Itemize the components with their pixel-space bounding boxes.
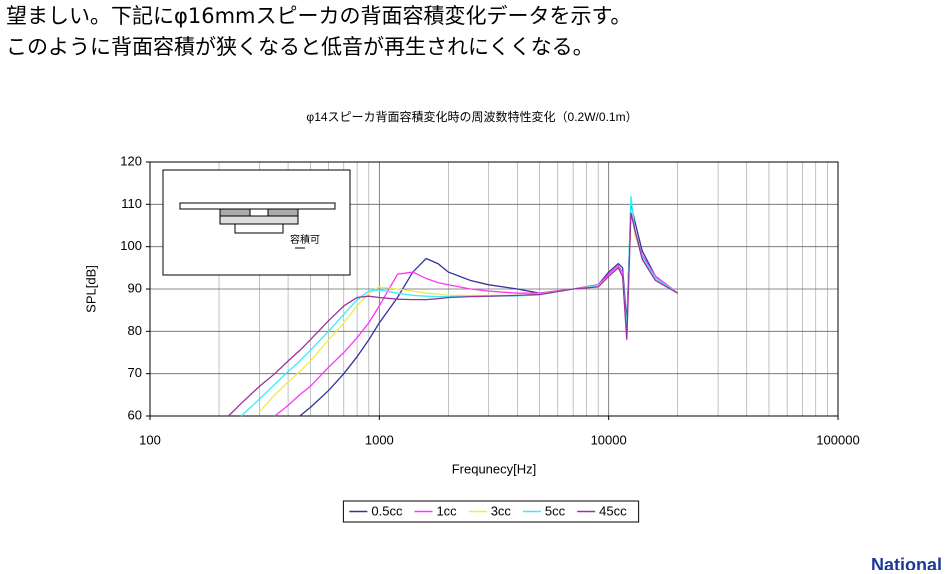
x-tick-label: 10000 bbox=[591, 432, 627, 447]
series-line bbox=[228, 212, 679, 417]
y-tick-label: 120 bbox=[120, 153, 142, 168]
legend-box bbox=[342, 500, 640, 523]
legend-label: 5cc bbox=[545, 503, 566, 518]
legend: 0.5cc 1cc 3cc 5cc 45cc bbox=[342, 500, 640, 523]
x-axis-label: Frequnecy[Hz] bbox=[452, 461, 537, 476]
y-tick-label: 60 bbox=[128, 407, 142, 422]
inset-diagram: 容積可 bbox=[162, 169, 351, 276]
legend-label: 1cc bbox=[436, 503, 457, 518]
legend-label: 45cc bbox=[599, 503, 627, 518]
legend-label: 3cc bbox=[491, 503, 512, 518]
y-tick-label: 70 bbox=[128, 365, 142, 380]
y-tick-label: 90 bbox=[128, 280, 142, 295]
chart-title: φ14スピーカ背面容積変化時の周波数特性変化（0.2W/0.1m） bbox=[306, 109, 637, 124]
slide-text: 望ましい。下記にφ16mmスピーカの背面容積変化データを示す。 bbox=[6, 4, 631, 28]
logo: National bbox=[871, 555, 942, 570]
x-tick-label: 100 bbox=[139, 432, 161, 447]
x-tick-label: 1000 bbox=[365, 432, 394, 447]
plot-border bbox=[149, 161, 839, 417]
x-tick-label: 100000 bbox=[816, 432, 859, 447]
y-tick-label: 80 bbox=[128, 323, 142, 338]
inset-label: 容積可 bbox=[290, 233, 320, 246]
legend-label: 0.5cc bbox=[371, 503, 403, 518]
y-axis-label: SPL[dB] bbox=[83, 265, 98, 313]
y-tick-label: 100 bbox=[120, 238, 142, 253]
y-tick-label: 110 bbox=[121, 196, 142, 211]
slide-text: このように背面容積が狭くなると低音が再生されにくくなる。 bbox=[6, 35, 594, 59]
